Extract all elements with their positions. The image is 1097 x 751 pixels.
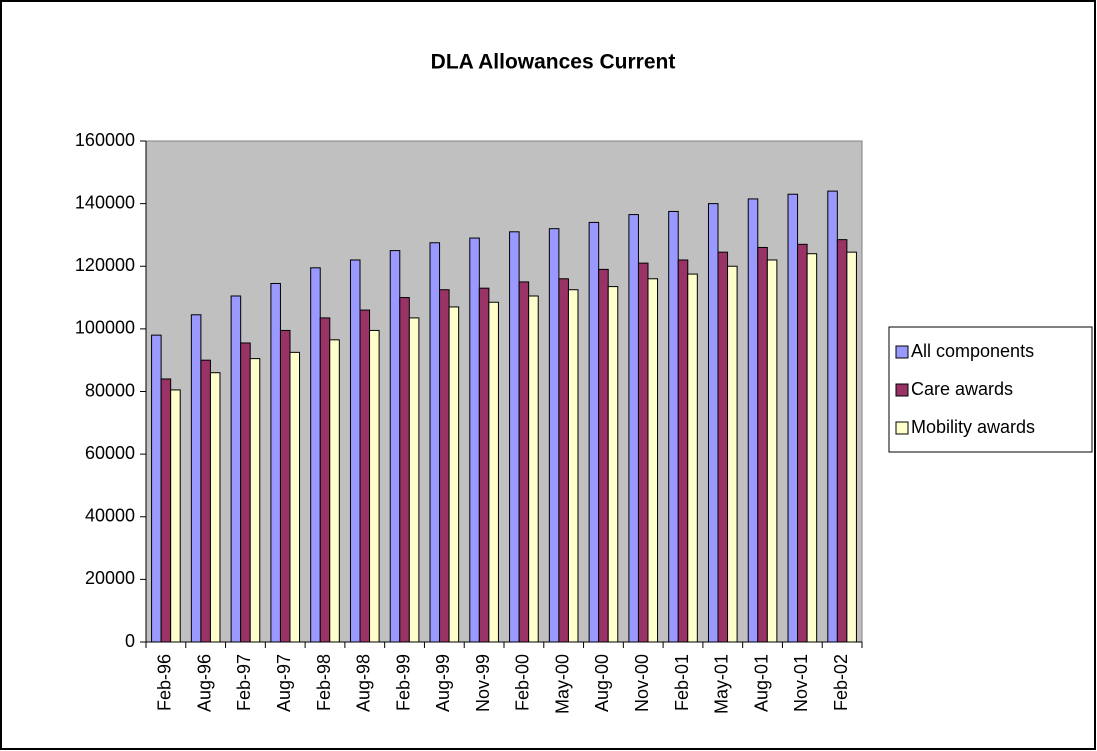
bar xyxy=(846,251,857,643)
bar xyxy=(190,314,202,643)
x-tick-label: Aug-00 xyxy=(592,654,612,712)
bar xyxy=(469,237,480,643)
bar xyxy=(757,246,768,643)
bar xyxy=(289,351,301,643)
bar xyxy=(359,309,371,643)
y-tick-label: 120000 xyxy=(75,255,135,275)
x-tick-label: Aug-97 xyxy=(274,654,294,712)
bar xyxy=(429,242,441,643)
y-tick-label: 0 xyxy=(125,631,135,651)
legend-swatch xyxy=(895,345,909,359)
bar xyxy=(607,286,619,643)
bar xyxy=(518,281,530,643)
y-tick-label: 160000 xyxy=(75,130,135,150)
legend-box xyxy=(888,326,1093,453)
bar xyxy=(637,262,649,643)
bar xyxy=(329,339,340,643)
bar xyxy=(279,329,291,643)
y-tick-label: 140000 xyxy=(75,192,135,212)
y-tick-label: 80000 xyxy=(85,380,135,400)
bar xyxy=(588,221,600,643)
bar xyxy=(787,193,799,643)
bar xyxy=(151,334,162,643)
bar xyxy=(389,250,401,643)
bar xyxy=(170,389,181,643)
bar xyxy=(827,190,838,643)
bar xyxy=(160,378,172,643)
bar xyxy=(766,259,778,643)
bar xyxy=(270,282,281,643)
x-tick-label: Feb-99 xyxy=(393,654,413,711)
bar xyxy=(509,231,520,643)
x-tick-label: Feb-98 xyxy=(314,654,334,711)
y-tick-label: 20000 xyxy=(85,568,135,588)
bar xyxy=(717,251,729,643)
bar xyxy=(399,297,410,643)
bar xyxy=(230,295,242,643)
x-tick-label: May-00 xyxy=(552,654,572,714)
bar xyxy=(548,228,560,643)
bar xyxy=(528,295,539,643)
bar xyxy=(200,359,211,643)
bar xyxy=(727,265,738,643)
legend-label: Care awards xyxy=(911,379,1013,399)
bar xyxy=(647,278,659,643)
bar xyxy=(448,306,460,643)
x-tick-label: Aug-99 xyxy=(433,654,453,712)
bar xyxy=(707,203,719,643)
bar xyxy=(249,358,261,643)
bar xyxy=(598,268,609,643)
chart-title: DLA Allowances Current xyxy=(431,51,676,74)
bar xyxy=(349,259,361,643)
bar xyxy=(668,210,679,643)
bar xyxy=(369,329,380,643)
x-tick-label: Feb-01 xyxy=(672,654,692,711)
legend-label: Mobility awards xyxy=(911,417,1035,437)
bar xyxy=(558,278,569,643)
y-tick-label: 100000 xyxy=(75,318,135,338)
bar xyxy=(628,214,639,643)
x-tick-label: Aug-98 xyxy=(354,654,374,712)
bar xyxy=(319,317,331,643)
x-tick-label: Feb-97 xyxy=(234,654,254,711)
x-tick-label: Feb-96 xyxy=(155,654,175,711)
legend-swatch xyxy=(895,421,909,435)
bar xyxy=(747,198,759,643)
bar xyxy=(806,253,818,643)
x-tick-label: Aug-01 xyxy=(751,654,771,712)
plot-area xyxy=(145,140,863,643)
bar xyxy=(408,317,420,643)
x-tick-label: Aug-96 xyxy=(194,654,214,712)
x-tick-label: Feb-00 xyxy=(513,654,533,711)
bar xyxy=(310,267,321,643)
bar xyxy=(478,287,490,643)
x-tick-label: Nov-01 xyxy=(791,654,811,712)
x-tick-label: Feb-02 xyxy=(831,654,851,711)
x-tick-label: Nov-00 xyxy=(632,654,652,712)
y-tick-label: 40000 xyxy=(85,506,135,526)
bar xyxy=(567,289,579,643)
y-tick-label: 60000 xyxy=(85,443,135,463)
bar xyxy=(836,239,848,643)
bar xyxy=(439,289,450,643)
bar xyxy=(687,273,698,643)
bar xyxy=(797,243,808,643)
bar xyxy=(488,301,499,643)
x-tick-label: May-01 xyxy=(712,654,732,714)
bar xyxy=(209,372,221,643)
x-tick-label: Nov-99 xyxy=(473,654,493,712)
legend-label: All components xyxy=(911,341,1034,361)
legend-swatch xyxy=(895,383,909,397)
bar xyxy=(677,259,689,643)
bar xyxy=(240,342,251,643)
